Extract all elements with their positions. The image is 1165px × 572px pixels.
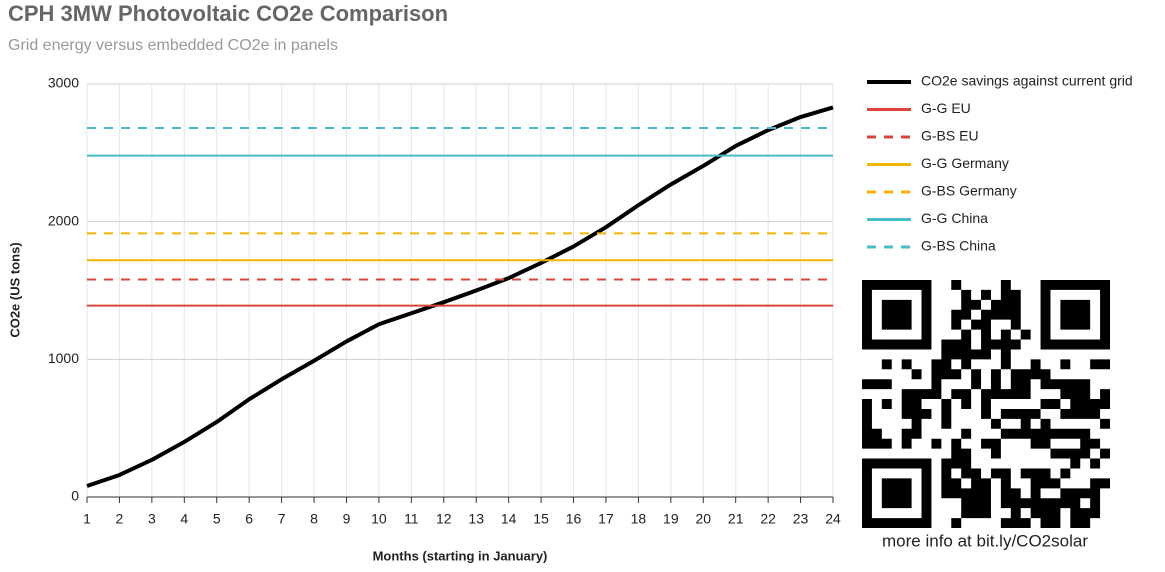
x-tick-label: 3 (148, 511, 156, 527)
qr-modules (862, 280, 1110, 528)
legend-label: G-G EU (921, 100, 971, 116)
x-tick-label: 21 (728, 511, 744, 527)
x-tick-label: 1 (83, 511, 91, 527)
y-tick-label: 2000 (48, 212, 79, 228)
x-tick-label: 24 (825, 511, 841, 527)
x-tick-label: 16 (566, 511, 582, 527)
x-tick-label: 5 (213, 511, 221, 527)
x-tick-label: 9 (343, 511, 351, 527)
x-tick-label: 11 (404, 511, 419, 527)
x-tick-label: 6 (245, 511, 253, 527)
x-tick-label: 10 (371, 511, 387, 527)
y-axis-label: CO2e (US tons) (7, 242, 22, 337)
x-axis-label: Months (starting in January) (373, 548, 548, 563)
x-tick-label: 20 (695, 511, 711, 527)
data-line (86, 105, 834, 488)
x-tick-label: 12 (436, 511, 452, 527)
y-tick-label: 0 (71, 488, 79, 504)
x-tick-label: 22 (760, 511, 776, 527)
x-tick-label: 19 (663, 511, 679, 527)
y-tick-label: 3000 (48, 75, 79, 91)
x-tick-label: 15 (533, 511, 549, 527)
legend-label: G-BS China (921, 238, 996, 254)
x-tick-label: 14 (501, 511, 517, 527)
legend-label: G-G China (921, 210, 988, 226)
x-tick-label: 17 (598, 511, 614, 527)
x-tick-label: 2 (116, 511, 124, 527)
chart-subtitle: Grid energy versus embedded CO2e in pane… (8, 37, 338, 54)
x-tick-label: 7 (278, 511, 286, 527)
qr-caption: more info at bit.ly/CO2solar (882, 531, 1088, 550)
x-tick-label: 8 (310, 511, 318, 527)
legend-label: CO2e savings against current grid (921, 73, 1133, 89)
x-tick-label: 23 (793, 511, 809, 527)
x-tick-label: 13 (468, 511, 484, 527)
legend-label: G-G Germany (921, 155, 1009, 171)
x-tick-label: 4 (180, 511, 188, 527)
chart-title: CPH 3MW Photovoltaic CO2e Comparison (8, 1, 448, 26)
legend-label: G-BS Germany (921, 183, 1017, 199)
legend-label: G-BS EU (921, 128, 979, 144)
qr-code (862, 280, 1110, 528)
y-tick-label: 1000 (48, 350, 79, 366)
x-tick-label: 18 (631, 511, 647, 527)
